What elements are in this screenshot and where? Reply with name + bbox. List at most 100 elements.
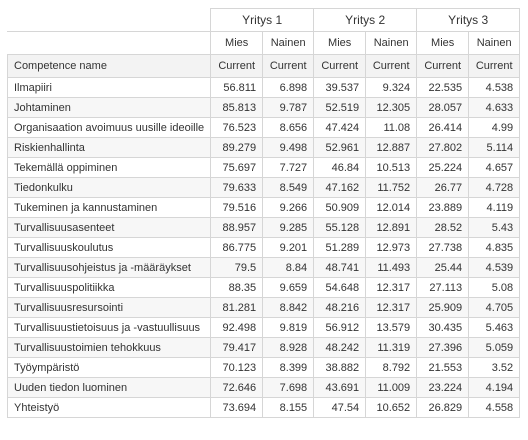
current-column-header[interactable]: Current bbox=[365, 54, 418, 78]
gender-header-row: Mies Nainen Mies Nainen Mies Nainen bbox=[7, 31, 521, 55]
value-cell: 50.909 bbox=[313, 197, 367, 218]
value-cell: 25.909 bbox=[416, 297, 470, 318]
value-cell: 12.973 bbox=[365, 237, 418, 258]
value-cell: 76.523 bbox=[210, 117, 264, 138]
competence-name-cell: Tukeminen ja kannustaminen bbox=[6, 197, 212, 218]
value-cell: 5.43 bbox=[468, 217, 521, 238]
value-cell: 7.698 bbox=[262, 377, 315, 398]
value-cell: 23.889 bbox=[416, 197, 470, 218]
current-column-header[interactable]: Current bbox=[313, 54, 367, 78]
value-cell: 21.553 bbox=[416, 357, 470, 378]
value-cell: 9.498 bbox=[262, 137, 315, 158]
company-header: Yritys 2 bbox=[313, 8, 418, 32]
value-cell: 47.424 bbox=[313, 117, 367, 138]
value-cell: 9.787 bbox=[262, 97, 315, 118]
table-row: Riskienhallinta 89.279 9.498 52.961 12.887 27… bbox=[6, 137, 521, 158]
value-cell: 52.961 bbox=[313, 137, 367, 158]
value-cell: 11.08 bbox=[365, 117, 418, 138]
value-cell: 88.957 bbox=[210, 217, 264, 238]
value-cell: 5.463 bbox=[468, 317, 521, 338]
value-cell: 79.516 bbox=[210, 197, 264, 218]
competence-name-cell: Turvallisuuspolitiikka bbox=[6, 277, 212, 298]
current-column-header[interactable]: Current bbox=[468, 54, 521, 78]
value-cell: 12.891 bbox=[365, 217, 418, 238]
value-cell: 48.216 bbox=[313, 297, 367, 318]
value-cell: 4.835 bbox=[468, 237, 521, 258]
table-body: Yritys 1 Yritys 2 Yritys 3 Mies Nainen M… bbox=[6, 8, 521, 418]
value-cell: 4.705 bbox=[468, 297, 521, 318]
empty-corner-cell bbox=[7, 8, 212, 32]
competence-table: Yritys 1 Yritys 2 Yritys 3 Mies Nainen M… bbox=[6, 8, 521, 418]
value-cell: 92.498 bbox=[210, 317, 264, 338]
value-cell: 12.887 bbox=[365, 137, 418, 158]
value-cell: 12.305 bbox=[365, 97, 418, 118]
value-cell: 47.162 bbox=[313, 177, 367, 198]
value-cell: 9.201 bbox=[262, 237, 315, 258]
competence-name-cell: Turvallisuustietoisuus ja -vastuullisuus bbox=[6, 317, 212, 338]
value-cell: 4.657 bbox=[468, 157, 521, 178]
value-cell: 11.319 bbox=[365, 337, 418, 358]
value-cell: 43.691 bbox=[313, 377, 367, 398]
gender-header: Nainen bbox=[262, 31, 315, 55]
value-cell: 11.493 bbox=[365, 257, 418, 278]
value-cell: 85.813 bbox=[210, 97, 264, 118]
value-cell: 81.281 bbox=[210, 297, 264, 318]
table-row: Turvallisuuspolitiikka 88.35 9.659 54.648 12… bbox=[6, 277, 521, 298]
table-row: Tekemällä oppiminen 75.697 7.727 46.84 10.51… bbox=[6, 157, 521, 178]
value-cell: 4.119 bbox=[468, 197, 521, 218]
value-cell: 48.242 bbox=[313, 337, 367, 358]
competence-name-cell: Tiedonkulku bbox=[6, 177, 212, 198]
value-cell: 88.35 bbox=[210, 277, 264, 298]
current-column-header[interactable]: Current bbox=[262, 54, 315, 78]
value-cell: 79.633 bbox=[210, 177, 264, 198]
value-cell: 51.289 bbox=[313, 237, 367, 258]
value-cell: 79.5 bbox=[210, 257, 264, 278]
competence-name-header[interactable]: Competence name bbox=[6, 54, 212, 78]
value-cell: 27.802 bbox=[416, 137, 470, 158]
value-cell: 38.882 bbox=[313, 357, 367, 378]
current-column-header[interactable]: Current bbox=[210, 54, 264, 78]
value-cell: 48.741 bbox=[313, 257, 367, 278]
value-cell: 8.928 bbox=[262, 337, 315, 358]
value-cell: 56.912 bbox=[313, 317, 367, 338]
value-cell: 26.414 bbox=[416, 117, 470, 138]
value-cell: 46.84 bbox=[313, 157, 367, 178]
value-cell: 23.224 bbox=[416, 377, 470, 398]
value-cell: 39.537 bbox=[313, 77, 367, 98]
value-cell: 4.558 bbox=[468, 397, 521, 418]
competence-name-cell: Organisaation avoimuus uusille ideoille bbox=[6, 117, 212, 138]
value-cell: 79.417 bbox=[210, 337, 264, 358]
value-cell: 27.396 bbox=[416, 337, 470, 358]
table-row: Turvallisuusohjeistus ja -määräykset 79.5… bbox=[6, 257, 521, 278]
value-cell: 9.819 bbox=[262, 317, 315, 338]
current-column-header[interactable]: Current bbox=[416, 54, 470, 78]
value-cell: 4.538 bbox=[468, 77, 521, 98]
value-cell: 56.811 bbox=[210, 77, 264, 98]
value-cell: 12.014 bbox=[365, 197, 418, 218]
table-row: Turvallisuustietoisuus ja -vastuullisuus… bbox=[6, 317, 521, 338]
value-cell: 10.513 bbox=[365, 157, 418, 178]
competence-name-cell: Yhteistyö bbox=[6, 397, 212, 418]
value-cell: 28.057 bbox=[416, 97, 470, 118]
company-header: Yritys 3 bbox=[416, 8, 521, 32]
gender-header: Nainen bbox=[468, 31, 521, 55]
value-cell: 11.009 bbox=[365, 377, 418, 398]
value-cell: 7.727 bbox=[262, 157, 315, 178]
value-cell: 8.842 bbox=[262, 297, 315, 318]
value-cell: 22.535 bbox=[416, 77, 470, 98]
gender-header: Mies bbox=[210, 31, 264, 55]
value-cell: 9.266 bbox=[262, 197, 315, 218]
value-cell: 8.656 bbox=[262, 117, 315, 138]
table-row: Tiedonkulku 79.633 8.549 47.162 11.752 26.77 4… bbox=[6, 177, 521, 198]
competence-name-cell: Johtaminen bbox=[6, 97, 212, 118]
value-cell: 25.44 bbox=[416, 257, 470, 278]
value-cell: 11.752 bbox=[365, 177, 418, 198]
value-cell: 54.648 bbox=[313, 277, 367, 298]
value-cell: 86.775 bbox=[210, 237, 264, 258]
value-cell: 55.128 bbox=[313, 217, 367, 238]
table-row: Johtaminen 85.813 9.787 52.519 12.305 28.057 4… bbox=[6, 97, 521, 118]
table-row: Turvallisuusresursointi 81.281 8.842 48.216… bbox=[6, 297, 521, 318]
value-cell: 10.652 bbox=[365, 397, 418, 418]
competence-name-cell: Ilmapiiri bbox=[6, 77, 212, 98]
gender-header: Mies bbox=[416, 31, 470, 55]
